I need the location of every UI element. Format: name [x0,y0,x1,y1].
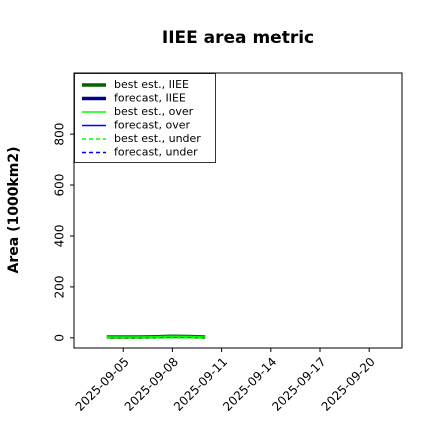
legend-label: forecast, under [114,146,198,159]
y-tick-label: 800 [53,123,67,146]
legend-label: best est., under [114,132,201,145]
y-tick-label: 200 [53,275,67,298]
y-tick-label: 0 [53,334,67,342]
plot-area [73,72,403,349]
legend-label: forecast, over [114,119,190,132]
y-tick-label: 400 [53,225,67,248]
legend-label: forecast, IIEE [114,92,186,105]
legend-label: best est., IIEE [114,78,189,91]
legend-label: best est., over [114,105,194,118]
y-tick-label: 600 [53,174,67,197]
series-line [106,335,206,338]
chart-title: IIEE area metric [162,28,314,48]
y-axis-label: Area (1000km2) [6,147,22,274]
legend-box [74,73,216,163]
